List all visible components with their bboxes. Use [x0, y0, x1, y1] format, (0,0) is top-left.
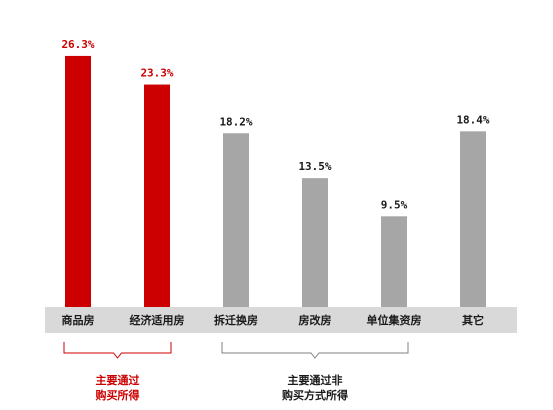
group-brackets	[63, 342, 409, 359]
category-label-5: 其它	[462, 313, 484, 327]
bar-5	[460, 131, 486, 307]
value-label-3: 13.5%	[298, 160, 331, 173]
value-labels: 26.3% 23.3% 18.2% 13.5% 9.5% 18.4%	[61, 38, 489, 211]
value-label-1: 23.3%	[140, 67, 173, 80]
bars	[65, 55, 486, 308]
group-label-1-line1: 主要通过非	[288, 373, 343, 387]
value-label-5: 18.4%	[456, 113, 489, 126]
bar-4	[381, 216, 407, 307]
category-axis-band	[45, 307, 517, 333]
group-label-1-line2: 购买方式所得	[282, 388, 348, 402]
bar-2	[223, 133, 249, 307]
value-label-0: 26.3%	[61, 38, 94, 51]
value-label-2: 18.2%	[219, 115, 252, 128]
bar-3	[302, 178, 328, 307]
category-label-4: 单位集资房	[367, 313, 422, 327]
category-label-1: 经济适用房	[130, 313, 185, 327]
value-label-4: 9.5%	[381, 198, 408, 211]
group-bracket-0	[63, 342, 172, 359]
category-label-2: 拆迁换房	[214, 313, 258, 327]
group-label-0-line1: 主要通过	[96, 373, 140, 387]
category-label-3: 房改房	[299, 313, 332, 327]
bar-1	[144, 84, 170, 307]
category-labels: 商品房 经济适用房 拆迁换房 房改房 单位集资房 其它	[62, 313, 485, 327]
group-bracket-1	[221, 342, 409, 359]
bar-0	[65, 55, 91, 308]
group-label-0-line2: 购买所得	[96, 388, 140, 402]
category-label-0: 商品房	[62, 313, 95, 327]
